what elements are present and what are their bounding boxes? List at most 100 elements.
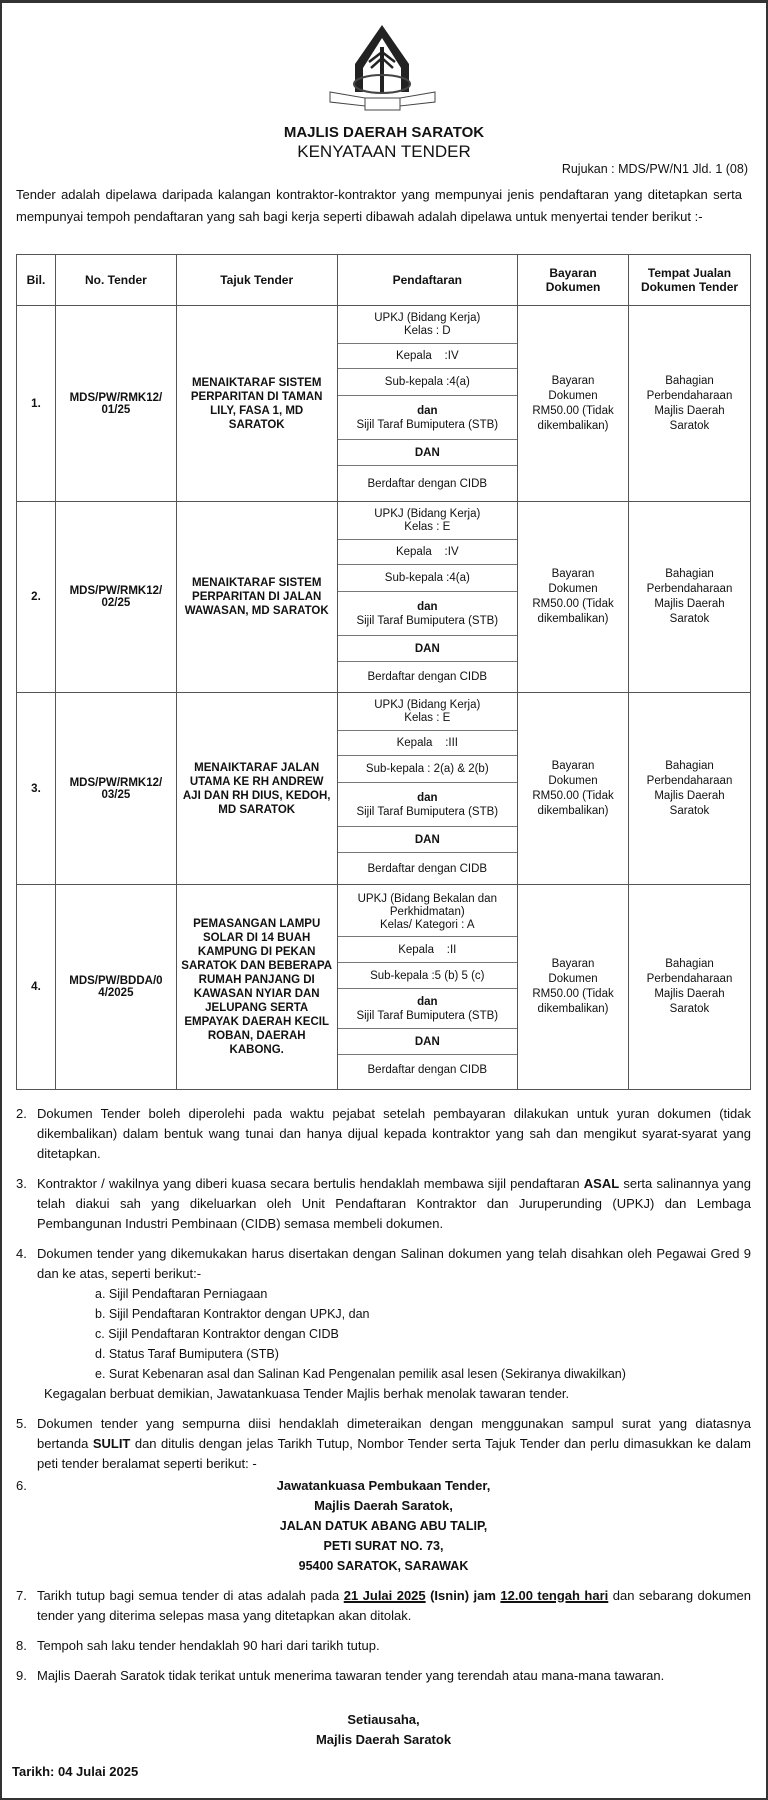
cell-tempat: Bahagian Perbendaharaan Majlis Daerah Sa… [628,884,751,1090]
table-row: 1. MDS/PW/RMK12/ 01/25 MENAIKTARAF SISTE… [16,305,751,502]
stb: Sijil Taraf Bumiputera (STB) [356,1009,499,1022]
document-body: Bil. No. Tender Tajuk Tender Pendaftaran… [12,254,751,1782]
dan: dan [417,791,438,804]
item-number: 9. [16,1668,27,1683]
item-number: 3. [16,1176,27,1191]
cell-no-tender: MDS/PW/BDDA/0 4/2025 [54,884,177,1090]
closing-date: 21 Julai 2025 [343,1588,426,1603]
text: Dokumen Tender boleh diperolehi pada wak… [37,1106,751,1161]
cell-pendaftaran: UPKJ (Bidang Kerja) Kelas : E Kepala :IV … [336,501,519,693]
item-5: 5. Dokumen tender yang sempurna diisi he… [16,1414,751,1474]
item-number: 8. [16,1638,27,1653]
cell-tajuk: PEMASANGAN LAMPU SOLAR DI 14 BUAH KAMPUN… [175,884,338,1090]
closing-time: 12.00 tengah hari [500,1588,609,1603]
organization-name: MAJLIS DAERAH SARATOK [283,124,485,141]
cell-pendaftaran: UPKJ (Bidang Kerja) Kelas : D Kepala :IV … [336,305,519,502]
cell-bil: 3. [16,692,56,885]
stb: Sijil Taraf Bumiputera (STB) [356,805,499,818]
cell-no-tender: MDS/PW/RMK12/ 01/25 [54,305,177,502]
kelas: Kelas/ Kategori : A [379,919,475,931]
upkj: UPKJ (Bidang Bekalan dan Perkhidmatan) [357,893,497,918]
intro-paragraph: Tender adalah dipelawa daripada kalangan… [16,187,742,224]
item-7: 7. Tarikh tutup bagi semua tender di ata… [16,1586,751,1626]
table-header-row: Bil. No. Tender Tajuk Tender Pendaftaran… [16,254,751,306]
upkj: UPKJ (Bidang Kerja) [374,507,481,520]
list-item: d. Status Taraf Bumiputera (STB) [95,1347,279,1361]
dan-caps: DAN [414,446,440,459]
document-title: KENYATAAN TENDER [297,142,471,161]
item-9: 9. Majlis Daerah Saratok tidak terikat u… [16,1666,751,1686]
cell-bayaran: Bayaran Dokumen RM50.00 (Tidak dikembali… [517,501,629,693]
cell-bayaran: Bayaran Dokumen RM50.00 (Tidak dikembali… [517,884,629,1090]
item-number: 2. [16,1106,27,1121]
text: Dokumen tender yang sempurna diisi henda… [37,1416,751,1451]
cell-bayaran: Bayaran Dokumen RM50.00 (Tidak dikembali… [517,692,629,885]
council-logo [329,25,436,111]
text: serta salinannya yang telah diakui sah y… [37,1176,751,1231]
dan: dan [417,404,438,417]
kepala: Kepala :IV [395,350,459,362]
address-line: JALAN DATUK ABANG ABU TALIP, [279,1519,488,1533]
signatory-title: Setiausaha, [347,1712,420,1727]
list-item: c. Sijil Pendaftaran Kontraktor dengan C… [95,1327,339,1341]
header-no-tender: No. Tender [54,254,177,306]
text: (Isnin) jam [425,1588,501,1603]
item-3: 3. Kontraktor / wakilnya yang diberi kua… [16,1174,751,1234]
sub-kepala: Sub-kepala :4(a) [384,376,470,388]
cell-bil: 4. [16,884,56,1090]
tender-table: Bil. No. Tender Tajuk Tender Pendaftaran… [16,254,751,1090]
cell-pendaftaran: UPKJ (Bidang Bekalan dan Perkhidmatan) Ke… [336,884,519,1090]
address-line: Majlis Daerah Saratok, [314,1498,453,1513]
cidb: Berdaftar dengan CIDB [367,862,488,875]
signatory-org: Majlis Daerah Saratok [315,1732,452,1747]
address-line: Jawatankuasa Pembukaan Tender, [276,1478,491,1493]
cell-tajuk: MENAIKTARAF JALAN UTAMA KE RH ANDREW AJI… [175,692,338,885]
kelas: Kelas : E [404,520,451,533]
address-line: PETI SURAT NO. 73, [323,1539,444,1553]
text: Kontraktor / wakilnya yang diberi kuasa … [37,1176,584,1191]
item-2: 2. Dokumen Tender boleh diperolehi pada … [16,1104,751,1164]
reference-number: Rujukan : MDS/PW/N1 Jld. 1 (08) [561,162,748,176]
kepala: Kepala :IV [395,546,459,558]
item-number: 6. [16,1478,27,1493]
upkj: UPKJ (Bidang Kerja) [374,311,481,324]
item-4-list: a. Sijil Pendaftaran Perniagaan b. Sijil… [16,1284,751,1384]
text: dan sebarang dokumen tender yang diterim… [37,1588,752,1623]
header-tajuk: Tajuk Tender [175,254,338,306]
sub-kepala: Sub-kepala :5 (b) 5 (c) [370,969,485,982]
table-row: 4. MDS/PW/BDDA/0 4/2025 PEMASANGAN LAMPU… [16,884,751,1090]
table-row: 3. MDS/PW/RMK12/ 03/25 MENAIKTARAF JALAN… [16,692,751,885]
cell-no-tender: MDS/PW/RMK12/ 02/25 [54,501,177,693]
text: Tempoh sah laku tender hendaklah 90 hari… [37,1638,380,1653]
emphasis: ASAL [583,1176,620,1191]
header-bil: Bil. [16,254,56,306]
item-number: 4. [16,1246,27,1261]
item-4-note: Kegagalan berbuat demikian, Jawatankuasa… [44,1386,570,1401]
sub-kepala: Sub-kepala :4(a) [384,572,470,584]
emphasis: SULIT [92,1436,131,1451]
table-row: 2. MDS/PW/RMK12/ 02/25 MENAIKTARAF SISTE… [16,501,751,693]
list-item: e. Surat Kebenaran asal dan Salinan Kad … [95,1367,626,1381]
tender-address: 6. Jawatankuasa Pembukaan Tender, Majlis… [16,1476,751,1576]
kepala: Kepala :II [398,943,457,956]
dan-caps: DAN [414,833,440,846]
cell-bayaran: Bayaran Dokumen RM50.00 (Tidak dikembali… [517,305,629,502]
kelas: Kelas : D [403,324,451,337]
cell-bil: 2. [16,501,56,693]
dan-caps: DAN [414,1035,440,1048]
cidb: Berdaftar dengan CIDB [367,671,488,683]
cell-tajuk: MENAIKTARAF SISTEM PERPARITAN DI JALAN W… [175,501,338,693]
cidb: Berdaftar dengan CIDB [367,1064,488,1076]
cell-tempat: Bahagian Perbendaharaan Majlis Daerah Sa… [628,501,751,693]
text: dan ditulis dengan jelas Tarikh Tutup, N… [37,1436,752,1471]
cell-tajuk: MENAIKTARAF SISTEM PERPARITAN DI TAMAN L… [175,305,338,502]
cell-tempat: Bahagian Perbendaharaan Majlis Daerah Sa… [628,692,751,885]
address-line: 95400 SARATOK, SARAWAK [298,1559,469,1573]
item-8: 8. Tempoh sah laku tender hendaklah 90 h… [16,1636,751,1656]
text: Majlis Daerah Saratok tidak terikat untu… [37,1668,665,1683]
list-item: b. Sijil Pendaftaran Kontraktor dengan U… [95,1307,370,1321]
cell-tempat: Bahagian Perbendaharaan Majlis Daerah Sa… [628,305,751,502]
dan: dan [417,995,438,1008]
upkj: UPKJ (Bidang Kerja) [374,698,481,711]
dan: dan [417,600,438,613]
